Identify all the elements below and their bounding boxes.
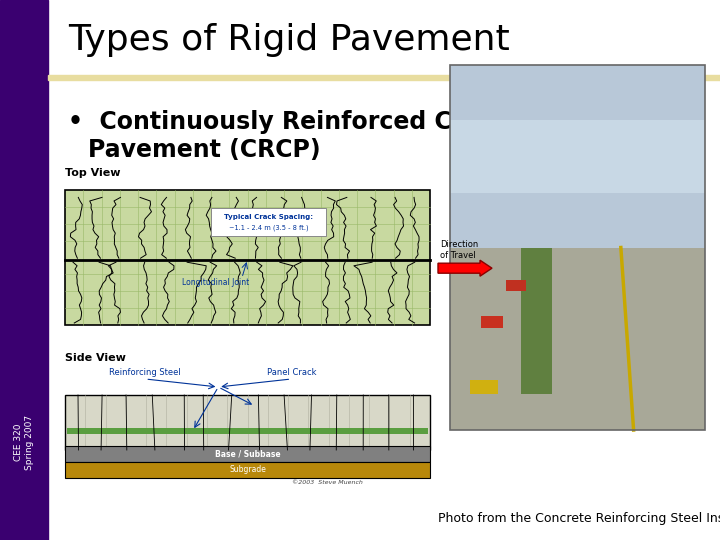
Text: Base / Subbase: Base / Subbase <box>215 449 280 458</box>
Bar <box>67 428 428 434</box>
Text: Reinforcing Steel: Reinforcing Steel <box>109 368 181 377</box>
Bar <box>521 247 552 394</box>
Bar <box>470 380 498 394</box>
Text: Photo from the Concrete Reinforcing Steel Institute: Photo from the Concrete Reinforcing Stee… <box>438 512 720 525</box>
Bar <box>481 316 503 328</box>
Bar <box>450 65 705 247</box>
FancyArrow shape <box>438 260 492 276</box>
Text: Panel Crack: Panel Crack <box>266 368 316 377</box>
Bar <box>65 190 430 325</box>
Text: Side View: Side View <box>65 353 126 363</box>
Text: Typical Crack Spacing:: Typical Crack Spacing: <box>224 214 313 220</box>
Bar <box>506 280 526 291</box>
Bar <box>65 446 430 462</box>
Bar <box>211 207 326 235</box>
Bar <box>450 65 705 430</box>
Text: CEE 320
Spring 2007: CEE 320 Spring 2007 <box>14 415 34 470</box>
Bar <box>48 75 720 80</box>
Text: Direction
of Travel: Direction of Travel <box>440 240 478 260</box>
Bar <box>450 247 705 430</box>
Text: Types of Rigid Pavement: Types of Rigid Pavement <box>68 23 510 57</box>
Bar <box>0 0 48 540</box>
Text: Pavement (CRCP): Pavement (CRCP) <box>88 138 320 162</box>
Text: ©2003  Steve Muench: ©2003 Steve Muench <box>292 480 363 485</box>
Bar <box>65 395 430 450</box>
Text: Subgrade: Subgrade <box>229 465 266 475</box>
Bar <box>65 462 430 478</box>
Text: Longitudinal Joint: Longitudinal Joint <box>181 278 249 287</box>
Bar <box>450 120 705 193</box>
Text: Top View: Top View <box>65 168 120 178</box>
Text: •  Continuously Reinforced Concrete: • Continuously Reinforced Concrete <box>68 110 554 134</box>
Text: ~1.1 - 2.4 m (3.5 - 8 ft.): ~1.1 - 2.4 m (3.5 - 8 ft.) <box>229 225 308 231</box>
